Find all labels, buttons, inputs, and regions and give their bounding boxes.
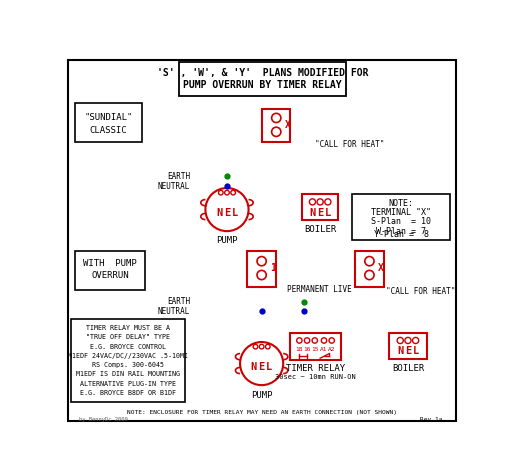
Bar	[247, 251, 276, 287]
Text: ALTERNATIVE PLUG-IN TYPE: ALTERNATIVE PLUG-IN TYPE	[80, 381, 177, 387]
Text: N: N	[216, 208, 222, 218]
Text: E.G. BROYCE CONTROL: E.G. BROYCE CONTROL	[91, 344, 166, 350]
Circle shape	[304, 338, 310, 343]
Text: X: X	[285, 120, 291, 130]
Text: M1EDF IS DIN RAIL MOUNTING: M1EDF IS DIN RAIL MOUNTING	[76, 371, 180, 377]
Text: "SUNDIAL": "SUNDIAL"	[84, 113, 133, 122]
Text: Rev 1a: Rev 1a	[420, 416, 442, 422]
Circle shape	[272, 127, 281, 137]
Text: L: L	[231, 208, 238, 218]
Text: 30sec ~ 10mn RUN-ON: 30sec ~ 10mn RUN-ON	[275, 375, 356, 380]
Text: 16: 16	[303, 347, 311, 352]
Bar	[75, 103, 142, 142]
Circle shape	[266, 344, 270, 349]
Circle shape	[312, 338, 317, 343]
Text: BOILER: BOILER	[392, 365, 424, 374]
Text: PUMP: PUMP	[251, 391, 272, 400]
Text: TIMER RELAY MUST BE A: TIMER RELAY MUST BE A	[87, 325, 170, 331]
Circle shape	[317, 199, 323, 205]
Text: L: L	[413, 346, 419, 356]
Text: 15: 15	[311, 347, 318, 352]
Text: TIMER RELAY: TIMER RELAY	[286, 365, 345, 374]
Text: E: E	[224, 208, 230, 218]
Circle shape	[253, 344, 258, 349]
Text: OVERRUN: OVERRUN	[91, 271, 129, 280]
Text: NOTE:: NOTE:	[389, 199, 414, 208]
Text: EARTH: EARTH	[167, 298, 190, 307]
Text: L: L	[266, 362, 272, 372]
Circle shape	[365, 270, 374, 279]
Circle shape	[397, 337, 403, 344]
Circle shape	[219, 190, 223, 195]
Bar	[262, 109, 290, 142]
Bar	[352, 194, 450, 240]
Text: EARTH: EARTH	[167, 172, 190, 181]
Circle shape	[205, 188, 248, 231]
Circle shape	[325, 199, 331, 205]
Text: BOILER: BOILER	[304, 225, 336, 234]
Text: Y-Plan =  8: Y-Plan = 8	[373, 230, 429, 239]
Bar	[179, 62, 346, 96]
Text: E: E	[317, 208, 323, 218]
Circle shape	[240, 342, 283, 385]
Circle shape	[405, 337, 411, 344]
Circle shape	[259, 344, 264, 349]
Circle shape	[257, 257, 266, 266]
Text: N: N	[397, 346, 403, 356]
Circle shape	[272, 113, 281, 123]
Text: "TRUE OFF DELAY" TYPE: "TRUE OFF DELAY" TYPE	[87, 335, 170, 340]
Bar	[303, 194, 338, 220]
Text: N: N	[309, 208, 315, 218]
Text: X: X	[378, 263, 384, 273]
Text: E.G. BROYCE B8DF OR B1DF: E.G. BROYCE B8DF OR B1DF	[80, 390, 177, 396]
Bar	[75, 251, 145, 290]
Text: A1: A1	[320, 347, 328, 352]
Text: S-Plan  = 10: S-Plan = 10	[371, 218, 431, 227]
Text: L: L	[325, 208, 331, 218]
Text: N: N	[251, 362, 257, 372]
Text: E: E	[259, 362, 265, 372]
Text: PUMP: PUMP	[216, 236, 238, 245]
Text: NEUTRAL: NEUTRAL	[158, 182, 190, 191]
Text: "CALL FOR HEAT": "CALL FOR HEAT"	[386, 287, 455, 296]
Circle shape	[257, 270, 266, 279]
Text: TERMINAL "X": TERMINAL "X"	[371, 208, 431, 217]
Circle shape	[225, 190, 229, 195]
Text: 18: 18	[295, 347, 303, 352]
Text: RS Comps. 300-6045: RS Comps. 300-6045	[93, 362, 164, 368]
Text: by BennyDc 2009: by BennyDc 2009	[79, 416, 128, 422]
Text: A2: A2	[328, 347, 335, 352]
Bar	[290, 333, 341, 360]
Circle shape	[296, 338, 302, 343]
Circle shape	[309, 199, 315, 205]
Text: CLASSIC: CLASSIC	[90, 126, 127, 135]
Bar	[355, 251, 384, 287]
Circle shape	[329, 338, 334, 343]
Text: WITH  PUMP: WITH PUMP	[83, 259, 137, 268]
Text: NOTE: ENCLOSURE FOR TIMER RELAY MAY NEED AN EARTH CONNECTION (NOT SHOWN): NOTE: ENCLOSURE FOR TIMER RELAY MAY NEED…	[127, 410, 397, 416]
Circle shape	[231, 190, 236, 195]
Circle shape	[322, 338, 327, 343]
Text: M1EDF 24VAC/DC//230VAC .5-10MI: M1EDF 24VAC/DC//230VAC .5-10MI	[69, 353, 188, 359]
Text: "CALL FOR HEAT": "CALL FOR HEAT"	[315, 140, 384, 149]
Bar	[72, 319, 185, 402]
Text: E: E	[405, 346, 411, 356]
Text: NEUTRAL: NEUTRAL	[158, 307, 190, 316]
Circle shape	[365, 257, 374, 266]
Circle shape	[413, 337, 419, 344]
Text: 'S' , 'W', & 'Y'  PLANS MODIFIED FOR: 'S' , 'W', & 'Y' PLANS MODIFIED FOR	[157, 68, 368, 78]
Text: PUMP OVERRUN BY TIMER RELAY: PUMP OVERRUN BY TIMER RELAY	[183, 80, 342, 90]
Bar	[389, 333, 427, 359]
Text: PERMANENT LIVE: PERMANENT LIVE	[287, 285, 352, 294]
Text: W-Plan = 7: W-Plan = 7	[376, 227, 426, 236]
Text: 1: 1	[270, 263, 276, 273]
